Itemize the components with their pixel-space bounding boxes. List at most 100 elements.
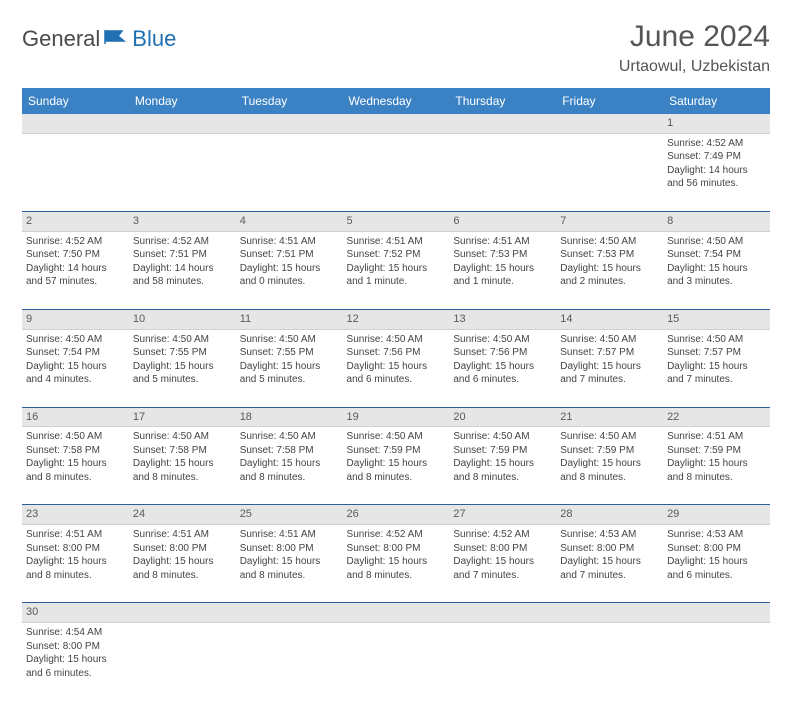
day-cell: Sunrise: 4:50 AMSunset: 7:56 PMDaylight:…	[343, 329, 450, 407]
day-number-cell: 15	[663, 309, 770, 329]
sunset-text: Sunset: 8:00 PM	[26, 640, 125, 654]
sunset-text: Sunset: 7:54 PM	[26, 346, 125, 360]
day-number-cell	[129, 114, 236, 133]
daylight-text: Daylight: 15 hours and 8 minutes.	[560, 457, 659, 484]
day-cell: Sunrise: 4:52 AMSunset: 8:00 PMDaylight:…	[343, 525, 450, 603]
day-cell	[556, 623, 663, 701]
day-content: Sunrise: 4:51 AMSunset: 7:52 PMDaylight:…	[347, 235, 446, 289]
daylight-text: Daylight: 15 hours and 8 minutes.	[133, 457, 232, 484]
day-number-cell	[129, 603, 236, 623]
daylight-text: Daylight: 15 hours and 4 minutes.	[26, 360, 125, 387]
sunset-text: Sunset: 8:00 PM	[453, 542, 552, 556]
day-number-cell: 14	[556, 309, 663, 329]
day-cell: Sunrise: 4:50 AMSunset: 7:59 PMDaylight:…	[556, 427, 663, 505]
sunset-text: Sunset: 7:59 PM	[560, 444, 659, 458]
day-number-cell: 11	[236, 309, 343, 329]
sunrise-text: Sunrise: 4:51 AM	[453, 235, 552, 249]
sunset-text: Sunset: 7:56 PM	[347, 346, 446, 360]
flag-icon	[104, 28, 130, 51]
day-cell: Sunrise: 4:50 AMSunset: 7:58 PMDaylight:…	[22, 427, 129, 505]
sunrise-text: Sunrise: 4:50 AM	[26, 430, 125, 444]
daylight-text: Daylight: 15 hours and 6 minutes.	[667, 555, 766, 582]
day-cell: Sunrise: 4:50 AMSunset: 7:54 PMDaylight:…	[22, 329, 129, 407]
daylight-text: Daylight: 15 hours and 8 minutes.	[347, 457, 446, 484]
day-number-cell	[236, 114, 343, 133]
daylight-text: Daylight: 15 hours and 5 minutes.	[133, 360, 232, 387]
day-content: Sunrise: 4:50 AMSunset: 7:55 PMDaylight:…	[133, 333, 232, 387]
day-number-cell: 5	[343, 211, 450, 231]
day-content: Sunrise: 4:50 AMSunset: 7:57 PMDaylight:…	[667, 333, 766, 387]
sunrise-text: Sunrise: 4:50 AM	[453, 430, 552, 444]
daylight-text: Daylight: 15 hours and 8 minutes.	[240, 457, 339, 484]
day-number-cell: 1	[663, 114, 770, 133]
day-content: Sunrise: 4:51 AMSunset: 8:00 PMDaylight:…	[26, 528, 125, 582]
day-content: Sunrise: 4:54 AMSunset: 8:00 PMDaylight:…	[26, 626, 125, 680]
sunrise-text: Sunrise: 4:51 AM	[26, 528, 125, 542]
day-header: Tuesday	[236, 88, 343, 114]
day-content: Sunrise: 4:53 AMSunset: 8:00 PMDaylight:…	[667, 528, 766, 582]
day-number-cell: 17	[129, 407, 236, 427]
day-number-cell: 25	[236, 505, 343, 525]
day-number-cell: 22	[663, 407, 770, 427]
day-number-cell: 27	[449, 505, 556, 525]
day-number-cell: 8	[663, 211, 770, 231]
day-cell: Sunrise: 4:50 AMSunset: 7:58 PMDaylight:…	[236, 427, 343, 505]
sunset-text: Sunset: 7:53 PM	[453, 248, 552, 262]
sunrise-text: Sunrise: 4:50 AM	[26, 333, 125, 347]
sunset-text: Sunset: 8:00 PM	[240, 542, 339, 556]
daynum-row: 2345678	[22, 211, 770, 231]
sunrise-text: Sunrise: 4:50 AM	[240, 430, 339, 444]
day-cell: Sunrise: 4:51 AMSunset: 7:59 PMDaylight:…	[663, 427, 770, 505]
day-number-cell	[343, 603, 450, 623]
sunset-text: Sunset: 7:59 PM	[453, 444, 552, 458]
week-row: Sunrise: 4:50 AMSunset: 7:58 PMDaylight:…	[22, 427, 770, 505]
brand-text-1: General	[22, 26, 100, 52]
day-header: Wednesday	[343, 88, 450, 114]
daynum-row: 23242526272829	[22, 505, 770, 525]
sunset-text: Sunset: 7:54 PM	[667, 248, 766, 262]
sunset-text: Sunset: 7:52 PM	[347, 248, 446, 262]
month-title: June 2024	[619, 20, 770, 54]
daynum-row: 16171819202122	[22, 407, 770, 427]
daylight-text: Daylight: 15 hours and 8 minutes.	[26, 457, 125, 484]
day-number-cell: 24	[129, 505, 236, 525]
daynum-row: 9101112131415	[22, 309, 770, 329]
sunrise-text: Sunrise: 4:50 AM	[133, 333, 232, 347]
sunrise-text: Sunrise: 4:50 AM	[560, 333, 659, 347]
day-header: Monday	[129, 88, 236, 114]
page-header: General Blue June 2024 Urtaowul, Uzbekis…	[22, 20, 770, 76]
day-header: Thursday	[449, 88, 556, 114]
day-number-cell	[449, 603, 556, 623]
sunset-text: Sunset: 7:57 PM	[560, 346, 659, 360]
day-cell: Sunrise: 4:50 AMSunset: 7:57 PMDaylight:…	[663, 329, 770, 407]
daylight-text: Daylight: 15 hours and 8 minutes.	[133, 555, 232, 582]
day-number-cell: 28	[556, 505, 663, 525]
week-row: Sunrise: 4:54 AMSunset: 8:00 PMDaylight:…	[22, 623, 770, 701]
day-number-cell	[22, 114, 129, 133]
day-cell: Sunrise: 4:53 AMSunset: 8:00 PMDaylight:…	[663, 525, 770, 603]
day-cell: Sunrise: 4:50 AMSunset: 7:55 PMDaylight:…	[236, 329, 343, 407]
calendar-table: Sunday Monday Tuesday Wednesday Thursday…	[22, 88, 770, 701]
sunrise-text: Sunrise: 4:50 AM	[560, 235, 659, 249]
daylight-text: Daylight: 15 hours and 8 minutes.	[26, 555, 125, 582]
day-cell: Sunrise: 4:51 AMSunset: 7:51 PMDaylight:…	[236, 231, 343, 309]
sunrise-text: Sunrise: 4:52 AM	[347, 528, 446, 542]
daylight-text: Daylight: 15 hours and 5 minutes.	[240, 360, 339, 387]
daylight-text: Daylight: 15 hours and 8 minutes.	[240, 555, 339, 582]
day-number-cell: 23	[22, 505, 129, 525]
day-header-row: Sunday Monday Tuesday Wednesday Thursday…	[22, 88, 770, 114]
day-content: Sunrise: 4:50 AMSunset: 7:54 PMDaylight:…	[667, 235, 766, 289]
day-content: Sunrise: 4:52 AMSunset: 7:51 PMDaylight:…	[133, 235, 232, 289]
day-cell	[236, 133, 343, 211]
sunrise-text: Sunrise: 4:50 AM	[347, 430, 446, 444]
day-number-cell: 21	[556, 407, 663, 427]
day-cell: Sunrise: 4:51 AMSunset: 8:00 PMDaylight:…	[22, 525, 129, 603]
daylight-text: Daylight: 14 hours and 57 minutes.	[26, 262, 125, 289]
daylight-text: Daylight: 15 hours and 7 minutes.	[560, 360, 659, 387]
day-header: Saturday	[663, 88, 770, 114]
day-content: Sunrise: 4:50 AMSunset: 7:57 PMDaylight:…	[560, 333, 659, 387]
day-number-cell: 13	[449, 309, 556, 329]
day-cell	[129, 133, 236, 211]
sunset-text: Sunset: 7:58 PM	[240, 444, 339, 458]
day-cell	[343, 623, 450, 701]
